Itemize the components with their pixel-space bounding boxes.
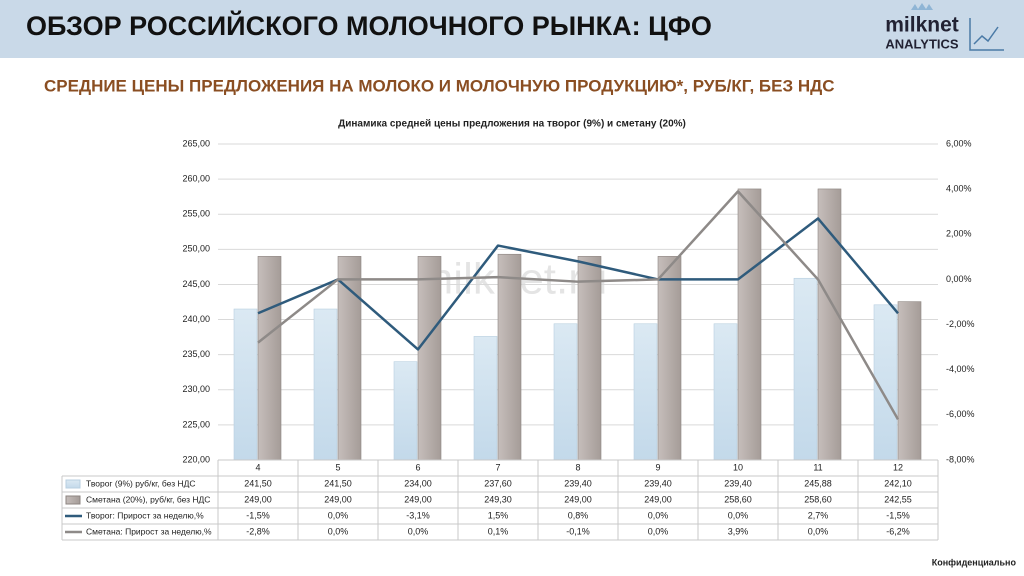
table-cell: 249,00: [324, 494, 352, 504]
legend-label: Творог: Прирост за неделю,%: [86, 510, 204, 520]
legend-label: Творог (9%) руб/кг, без НДС: [86, 478, 196, 488]
line: [257, 190, 900, 420]
table-cell: 239,40: [644, 478, 672, 488]
table-cell: -2,8%: [246, 526, 270, 536]
table-cell: -3,1%: [406, 510, 430, 520]
bar: [313, 308, 338, 461]
x-tick-label: 6: [415, 462, 420, 472]
table-cell: 3,9%: [728, 526, 749, 536]
logo-top: milknet: [885, 14, 959, 37]
chart-title: Динамика средней цены предложения на тво…: [338, 119, 686, 130]
table-cell: 0,0%: [328, 526, 349, 536]
plot: 220,00 225,00 230,00 235,00 240,00 245,00 250,…: [61, 138, 975, 541]
table-cell: 239,40: [724, 478, 752, 488]
y2-tick-label: 4,00%: [946, 184, 972, 194]
y-tick-label: 265,00: [182, 138, 210, 148]
y2-tick-label: -4,00%: [946, 364, 975, 374]
table-cell: -1,5%: [246, 510, 270, 520]
table-cell: 245,88: [804, 478, 832, 488]
table-cell: 2,7%: [808, 510, 829, 520]
y2-tick-label: -2,00%: [946, 319, 975, 329]
bar: [473, 336, 498, 461]
table-cell: 0,0%: [728, 510, 749, 520]
table-cell: 242,55: [884, 494, 912, 504]
table-cell: 249,00: [644, 494, 672, 504]
bar: [233, 308, 258, 461]
bar: [337, 256, 362, 461]
bar: [657, 256, 682, 461]
table-cell: 239,40: [564, 478, 592, 488]
x-tick-label: 11: [813, 462, 822, 472]
logo-crown: [911, 3, 933, 10]
y-tick-label: 225,00: [182, 419, 210, 429]
table-cell: 0,1%: [488, 526, 509, 536]
bar: [497, 253, 522, 461]
x-tick-label: 5: [335, 462, 340, 472]
footer: Конфиденциально: [932, 557, 1017, 567]
x-tick-label: 8: [575, 462, 580, 472]
table-cell: -6,2%: [886, 526, 910, 536]
bar: [393, 361, 418, 461]
bar: [713, 323, 738, 461]
x-tick-label: 12: [893, 462, 903, 472]
table-cell: 258,60: [724, 494, 752, 504]
x-tick-label: 9: [655, 462, 660, 472]
bar: [633, 323, 658, 461]
logo-icon: [969, 18, 1004, 51]
table-cell: 0,0%: [808, 526, 829, 536]
table-cell: -1,5%: [886, 510, 910, 520]
y-tick-label: 250,00: [182, 244, 210, 254]
y-tick-label: 255,00: [182, 209, 210, 219]
table-cell: 0,0%: [648, 510, 669, 520]
y2-tick-label: -8,00%: [946, 454, 975, 464]
table-cell: 1,5%: [488, 510, 509, 520]
line: [257, 217, 899, 351]
table-cell: 241,50: [244, 478, 272, 488]
y-tick-label: 245,00: [182, 279, 210, 289]
table-cell: -0,1%: [566, 526, 590, 536]
x-tick-label: 10: [733, 462, 743, 472]
header-band: [0, 0, 1024, 58]
table-cell: 249,30: [484, 494, 512, 504]
table-cell: 237,60: [484, 478, 512, 488]
header-title: ОБЗОР РОССИЙСКОГО МОЛОЧНОГО РЫНКА: ЦФО: [26, 10, 712, 41]
y2-tick-label: -6,00%: [946, 409, 975, 419]
logo-bottom: ANALYTICS: [885, 36, 959, 51]
table-cell: 249,00: [244, 494, 272, 504]
table-cell: 241,50: [324, 478, 352, 488]
table-cell: 234,00: [404, 478, 432, 488]
bar: [257, 256, 282, 461]
y-tick-label: 240,00: [182, 314, 210, 324]
y-tick-label: 220,00: [182, 454, 210, 464]
table-cell: 258,60: [804, 494, 832, 504]
y-tick-label: 260,00: [182, 173, 210, 183]
y2-tick-label: 6,00%: [946, 138, 972, 148]
subtitle: СРЕДНИЕ ЦЕНЫ ПРЕДЛОЖЕНИЯ НА МОЛОКО И МОЛ…: [44, 76, 835, 95]
table-cell: 0,0%: [408, 526, 429, 536]
legend-swatch: [65, 495, 81, 505]
y2-tick-label: 0,00%: [946, 274, 972, 284]
y-tick-label: 230,00: [182, 384, 210, 394]
table-cell: 242,10: [884, 478, 912, 488]
bar: [897, 301, 922, 461]
x-tick-label: 7: [495, 462, 500, 472]
table-cell: 249,00: [404, 494, 432, 504]
bar: [417, 256, 442, 461]
legend-swatch: [65, 479, 81, 489]
bar: [817, 188, 842, 461]
x-tick-label: 4: [255, 462, 260, 472]
bar: [553, 323, 578, 461]
bar: [737, 188, 762, 461]
table-cell: 249,00: [564, 494, 592, 504]
table-cell: 0,8%: [568, 510, 589, 520]
table-cell: 0,0%: [648, 526, 669, 536]
bar: [793, 277, 818, 461]
bar: [577, 256, 602, 461]
table-cell: 0,0%: [328, 510, 349, 520]
legend-label: Сметана (20%), руб/кг, без НДС: [86, 494, 210, 504]
y2-tick-label: 2,00%: [946, 229, 972, 239]
legend-label: Сметана: Прирост за неделю,%: [86, 526, 212, 536]
y-tick-label: 235,00: [182, 349, 210, 359]
